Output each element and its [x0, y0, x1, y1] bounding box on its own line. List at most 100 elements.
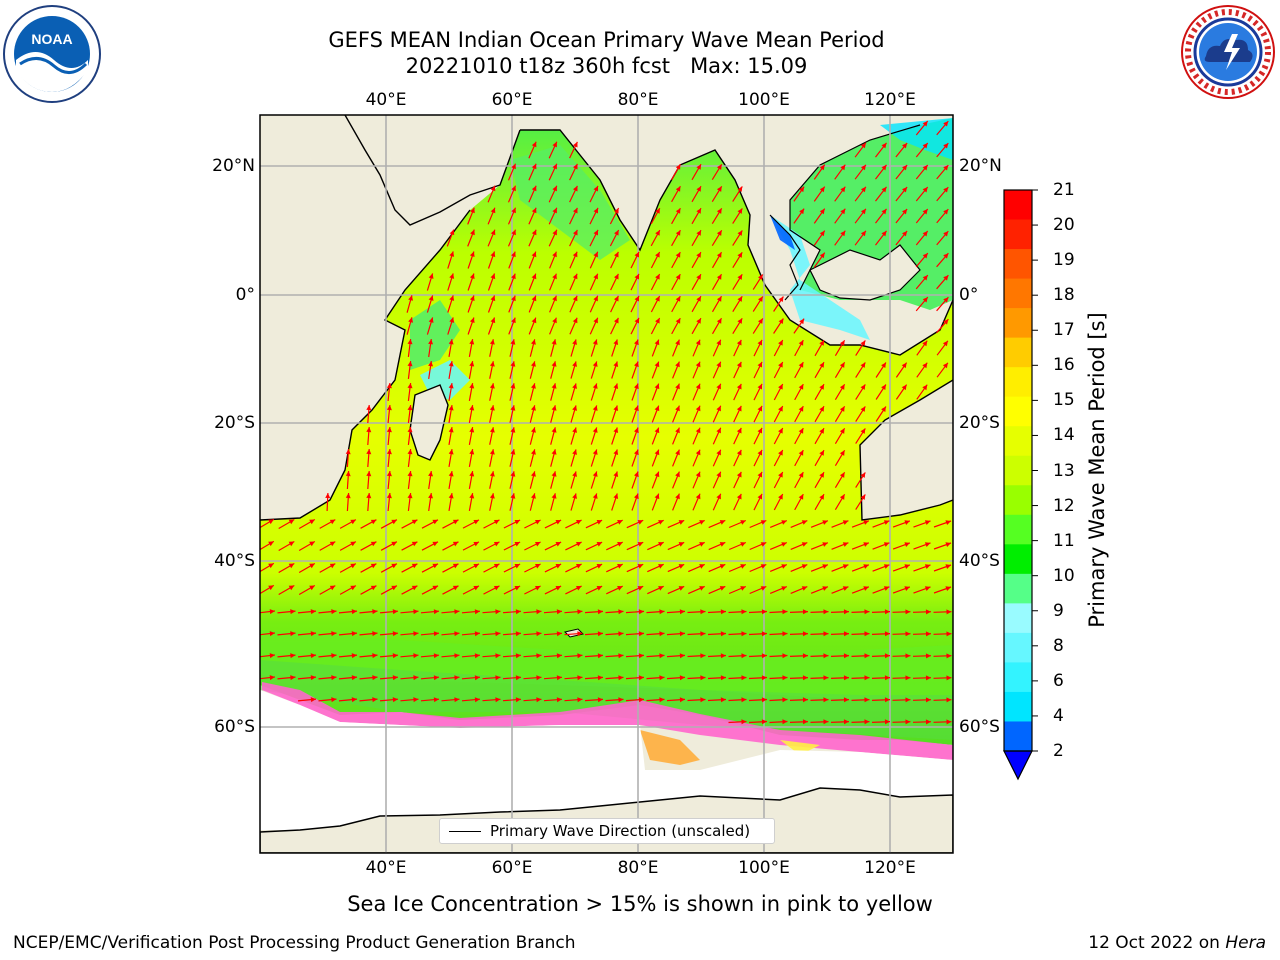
y-tick-label-right: 20°N [959, 156, 1002, 176]
wave-direction-arrow [646, 653, 665, 659]
wave-direction-arrow [814, 361, 825, 379]
wave-direction-arrow [508, 295, 516, 313]
wave-direction-arrow [631, 449, 639, 467]
wave-direction-arrow [421, 541, 439, 551]
wave-direction-arrow [564, 609, 583, 615]
wave-direction-arrow [609, 207, 620, 225]
wave-direction-arrow [319, 519, 336, 529]
wave-direction-arrow [773, 449, 784, 467]
wave-direction-arrow [830, 653, 850, 659]
wave-direction-arrow [831, 586, 849, 594]
wave-direction-arrow [462, 585, 480, 595]
wave-direction-arrow [565, 519, 582, 529]
wave-direction-arrow [379, 631, 399, 637]
wave-direction-arrow [692, 383, 701, 401]
wave-direction-arrow [502, 631, 522, 637]
wave-direction-arrow [426, 273, 434, 291]
wave-direction-arrow [915, 120, 929, 136]
x-tick-label-bottom: 40°E [365, 858, 407, 878]
wave-direction-arrow [543, 653, 563, 659]
wave-direction-arrow [834, 361, 846, 379]
wave-direction-arrow [543, 609, 563, 615]
wave-direction-arrow [564, 675, 583, 681]
wave-direction-arrow [794, 339, 804, 357]
wave-direction-arrow [912, 675, 932, 681]
wave-direction-arrow [631, 383, 639, 401]
wave-direction-arrow [831, 520, 849, 528]
shallow-sea [770, 215, 870, 340]
wave-direction-arrow [605, 675, 624, 681]
wave-direction-arrow [712, 339, 722, 357]
wave-direction-arrow [671, 317, 681, 335]
wave-direction-arrow [569, 141, 578, 159]
wave-direction-arrow [895, 164, 908, 180]
wave-direction-arrow [916, 340, 928, 356]
wave-direction-arrow [672, 383, 680, 401]
wave-direction-arrow [895, 362, 908, 378]
wave-direction-arrow [584, 653, 604, 659]
wave-direction-arrow [831, 542, 849, 550]
wave-direction-arrow [345, 448, 351, 468]
wave-direction-arrow [769, 542, 788, 550]
wave-direction-arrow [855, 384, 866, 400]
wave-direction-arrow [646, 631, 665, 637]
wave-direction-arrow [529, 405, 536, 423]
wave-direction-arrow [871, 653, 891, 659]
wave-direction-arrow [933, 697, 952, 703]
wave-direction-arrow [854, 208, 867, 224]
wave-direction-arrow [502, 653, 522, 659]
wave-direction-arrow [913, 520, 931, 528]
borneo [809, 244, 921, 301]
wave-direction-arrow [666, 631, 686, 637]
wave-direction-arrow [650, 273, 661, 291]
wave-direction-arrow [651, 383, 660, 401]
wave-direction-arrow [278, 584, 295, 596]
wave-direction-arrow [297, 653, 317, 659]
wave-direction-arrow [529, 361, 536, 379]
wave-direction-arrow [339, 563, 357, 573]
wave-direction-arrow [468, 404, 475, 424]
wave-direction-arrow [468, 338, 475, 358]
wave-direction-arrow [855, 472, 866, 488]
wave-direction-arrow [401, 585, 418, 595]
wave-direction-arrow [712, 493, 722, 511]
wave-direction-arrow [733, 405, 742, 423]
wave-direction-arrow [728, 519, 747, 529]
wave-direction-arrow [708, 585, 726, 595]
wave-direction-arrow [565, 563, 582, 573]
wave-direction-arrow [892, 675, 911, 681]
wave-direction-arrow [461, 675, 481, 681]
wave-direction-arrow [298, 584, 316, 596]
wave-direction-arrow [428, 361, 433, 379]
wave-direction-arrow [590, 449, 598, 467]
wave-direction-arrow [773, 296, 784, 312]
wave-direction-arrow [379, 653, 399, 659]
wave-direction-arrow [482, 631, 501, 637]
wave-direction-arrow [773, 361, 784, 379]
wave-direction-arrow [529, 471, 536, 489]
wave-direction-arrow [401, 541, 418, 551]
wave-direction-arrow [753, 427, 763, 445]
wave-direction-arrow [448, 471, 454, 489]
wave-direction-arrow [359, 675, 378, 681]
wave-direction-arrow [467, 229, 475, 247]
y-tick-label-left: 20°N [212, 156, 255, 176]
wave-direction-arrow [421, 519, 439, 529]
wave-direction-arrow [509, 427, 516, 445]
wave-direction-arrow [667, 585, 685, 595]
colorbar-block [1004, 367, 1032, 398]
wave-direction-arrow [386, 382, 392, 402]
wave-direction-arrow [707, 609, 727, 615]
wave-direction-arrow [813, 186, 826, 202]
wave-direction-arrow [936, 252, 949, 268]
wave-direction-arrow [933, 609, 952, 615]
wave-direction-arrow [688, 585, 705, 595]
colorbar-tick-label: 17 [1053, 320, 1075, 341]
wave-direction-arrow [606, 541, 623, 551]
wave-direction-arrow [564, 631, 583, 637]
wave-direction-arrow [461, 697, 481, 703]
wave-direction-arrow [489, 493, 495, 511]
wave-direction-arrow [448, 427, 454, 445]
wave-direction-arrow [871, 609, 891, 615]
wave-direction-arrow [507, 163, 517, 181]
